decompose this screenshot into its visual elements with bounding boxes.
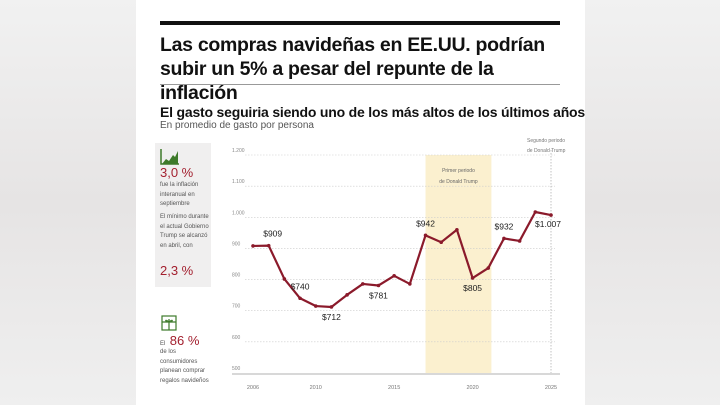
data-point: [486, 266, 491, 270]
y-tick-label: 1.100: [232, 179, 245, 185]
data-label: $942: [416, 218, 435, 228]
inflation-text: fue la inflación interanual en septiembr…: [160, 182, 199, 207]
data-point: [360, 282, 365, 286]
data-point: [282, 277, 287, 281]
data-point: [408, 282, 412, 286]
consumers-stat: El 86 %: [160, 332, 199, 350]
annotation-second-term-line1: Segundo periodo: [527, 138, 565, 144]
annotation-second-term-line2: de Donald Trump: [527, 148, 566, 154]
data-point: [455, 227, 459, 232]
consumers-text: de los consumidores planean comprar rega…: [160, 349, 209, 384]
consumers-value: 86 %: [169, 333, 200, 348]
data-point: [502, 236, 506, 241]
data-point: [313, 304, 318, 308]
data-point: [439, 240, 444, 244]
data-label: $932: [494, 221, 513, 231]
background-left: [0, 0, 136, 405]
chart-subtitle: En promedio de gasto por persona: [160, 120, 314, 131]
data-point: [251, 244, 255, 248]
data-label: $740: [291, 281, 310, 291]
gift-icon: [161, 315, 177, 331]
trump-first-term-shade: [425, 155, 492, 373]
x-tick-label: 2010: [310, 385, 322, 391]
y-tick-label: 900: [232, 241, 241, 247]
headline: Las compras navideñas en EE.UU. podrían …: [160, 34, 545, 104]
data-label: $909: [263, 229, 282, 239]
data-point: [423, 233, 428, 238]
data-label: $805: [463, 283, 482, 293]
data-point: [298, 296, 302, 301]
x-tick-label: 2006: [247, 385, 259, 391]
data-label: $1.007: [535, 219, 561, 229]
data-point: [329, 305, 334, 309]
data-point: [266, 243, 271, 248]
consumers-prefix: El: [160, 341, 166, 347]
data-point: [533, 210, 538, 214]
spending-line: [252, 210, 552, 309]
annotation-first-term-line2: de Donald Trump: [439, 179, 478, 185]
data-point: [345, 293, 349, 297]
inflation-value: 3,0 %: [160, 165, 194, 180]
annotation-first-term-line1: Primer periodo: [442, 168, 475, 174]
background-right: [585, 0, 720, 405]
inflation-box: [155, 143, 211, 287]
y-tick-label: 800: [232, 273, 241, 279]
data-point: [376, 283, 381, 288]
divider: [160, 84, 560, 85]
y-tick-label: 700: [232, 304, 241, 310]
data-point: [517, 239, 522, 243]
y-tick-label: 500: [232, 366, 241, 372]
y-tick-label: 1.200: [232, 148, 245, 154]
minimum-text: El mínimo durante el actual Gobierno Tru…: [160, 214, 209, 249]
minimum-value: 2,3 %: [160, 263, 194, 278]
y-tick-label: 1.000: [232, 210, 245, 216]
data-point: [549, 213, 553, 217]
data-label: $712: [322, 312, 341, 322]
x-tick-label: 2020: [466, 385, 478, 391]
rising-chart-icon: [160, 149, 179, 165]
y-tick-label: 600: [232, 335, 241, 341]
x-tick-label: 2015: [388, 385, 400, 391]
x-tick-label: 2025: [545, 385, 557, 391]
chart-title: El gasto seguiria siendo uno de los más …: [160, 104, 585, 120]
data-label: $781: [369, 290, 388, 300]
data-point: [470, 276, 475, 280]
top-rule: [160, 21, 560, 25]
data-point: [392, 274, 396, 278]
